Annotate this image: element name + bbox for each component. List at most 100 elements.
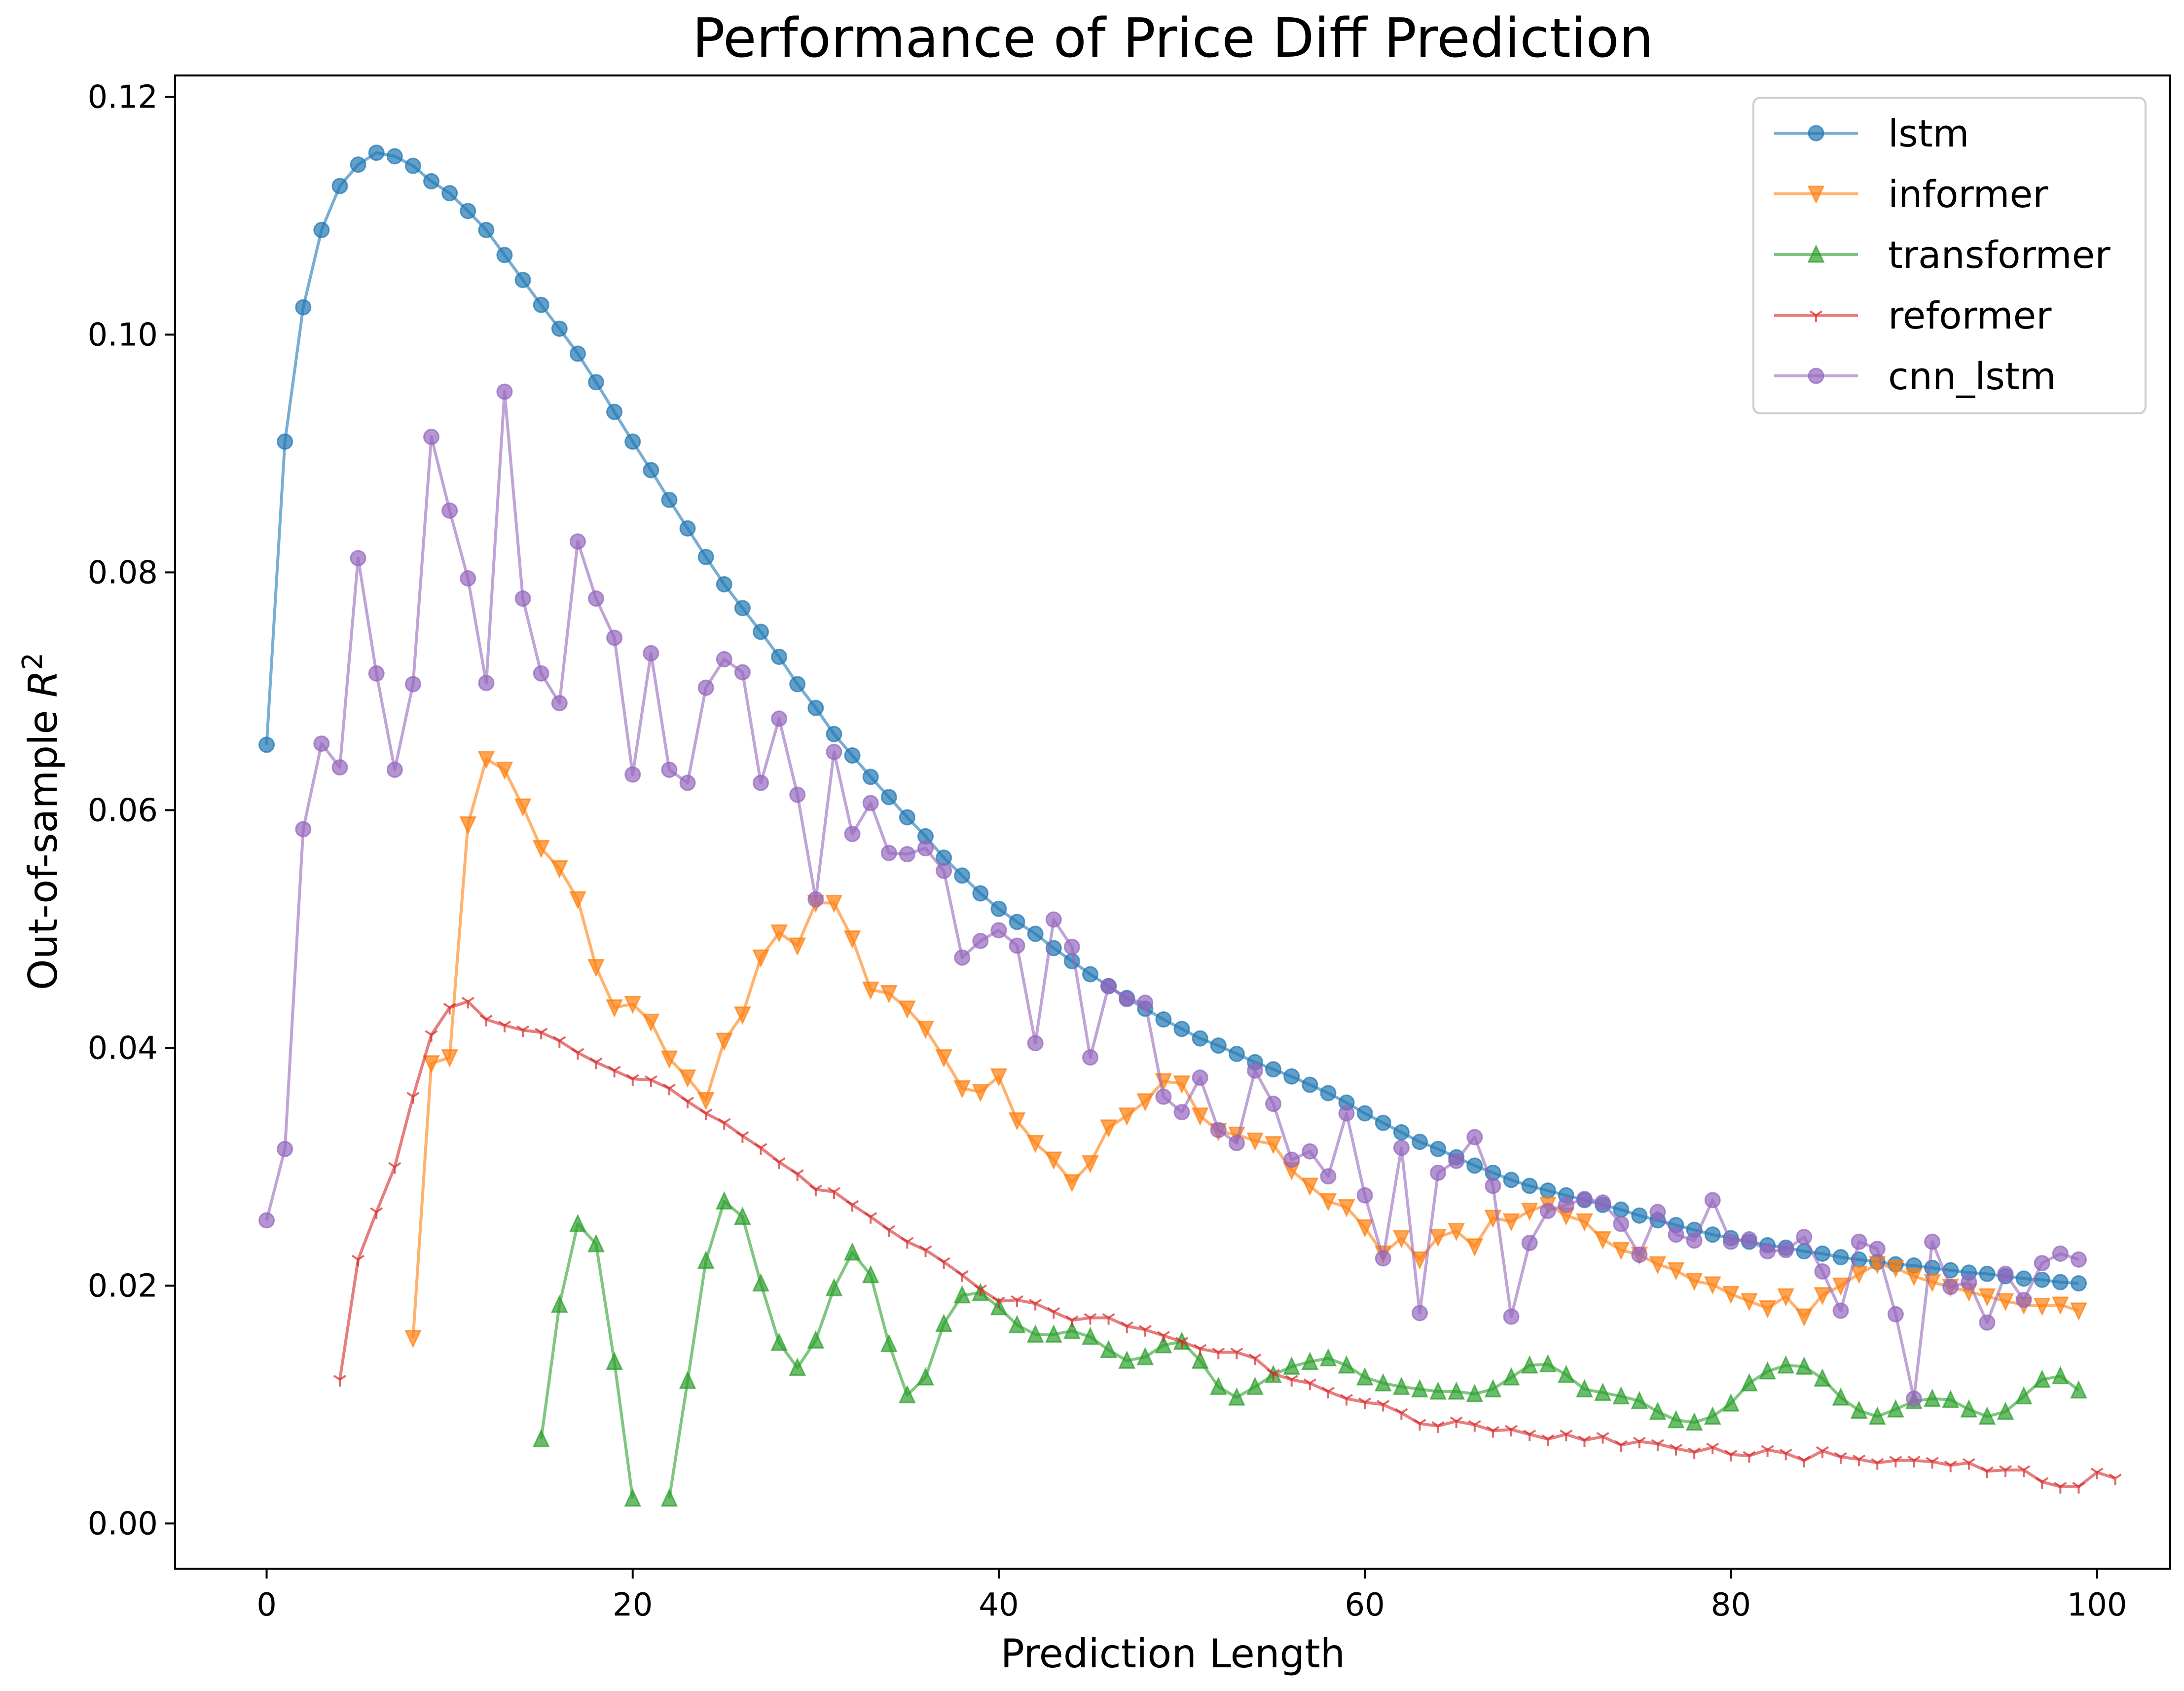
data-point-transformer bbox=[1997, 1401, 2014, 1420]
data-point-transformer bbox=[770, 1332, 788, 1351]
data-point-lstm bbox=[1613, 1201, 1630, 1218]
data-point-reformer bbox=[1889, 1456, 1902, 1468]
data-point-cnn_lstm bbox=[643, 645, 659, 662]
data-point-informer bbox=[752, 949, 769, 968]
data-point-transformer bbox=[1118, 1350, 1136, 1369]
data-point-transformer bbox=[1374, 1373, 1392, 1392]
data-point-reformer bbox=[479, 1014, 493, 1027]
data-point-cnn_lstm bbox=[1246, 1062, 1263, 1079]
data-point-lstm bbox=[771, 649, 788, 665]
data-point-cnn_lstm bbox=[569, 533, 586, 550]
data-point-lstm bbox=[1356, 1105, 1373, 1122]
legend-label: cnn_lstm bbox=[1888, 354, 2056, 398]
data-point-transformer bbox=[935, 1313, 952, 1332]
data-point-informer bbox=[2070, 1302, 2087, 1321]
data-point-reformer bbox=[955, 1270, 969, 1282]
data-point-reformer bbox=[736, 1131, 749, 1143]
data-point-cnn_lstm bbox=[295, 821, 312, 838]
data-point-lstm bbox=[753, 624, 769, 640]
data-point-transformer bbox=[1411, 1379, 1428, 1397]
data-point-informer bbox=[1082, 1155, 1099, 1174]
data-point-lstm bbox=[1430, 1140, 1447, 1157]
data-point-reformer bbox=[2109, 1473, 2122, 1485]
data-point-transformer bbox=[1393, 1376, 1410, 1395]
data-point-reformer bbox=[1285, 1375, 1298, 1387]
data-point-cnn_lstm bbox=[1100, 978, 1117, 994]
data-point-transformer bbox=[1338, 1355, 1355, 1374]
data-point-transformer bbox=[1283, 1356, 1301, 1375]
data-point-cnn_lstm bbox=[1832, 1302, 1849, 1319]
data-point-reformer bbox=[461, 996, 474, 1009]
data-point-lstm bbox=[2070, 1275, 2087, 1292]
data-point-reformer bbox=[1450, 1416, 1463, 1429]
data-point-cnn_lstm bbox=[313, 735, 330, 752]
data-point-informer bbox=[2033, 1297, 2051, 1316]
data-point-lstm bbox=[624, 433, 641, 450]
data-point-lstm bbox=[588, 374, 605, 391]
data-point-lstm bbox=[1228, 1045, 1245, 1062]
data-point-cnn_lstm bbox=[1466, 1129, 1483, 1145]
data-point-informer bbox=[1667, 1262, 1685, 1281]
data-point-cnn_lstm bbox=[1741, 1231, 1757, 1248]
data-point-transformer bbox=[1576, 1379, 1593, 1397]
data-point-reformer bbox=[370, 1207, 383, 1219]
data-point-reformer bbox=[571, 1048, 584, 1060]
data-point-cnn_lstm bbox=[1961, 1274, 1977, 1290]
data-point-reformer bbox=[937, 1257, 950, 1269]
data-point-reformer bbox=[388, 1162, 401, 1174]
data-point-transformer bbox=[1942, 1390, 1960, 1408]
data-point-lstm bbox=[460, 203, 476, 220]
data-point-cnn_lstm bbox=[972, 933, 989, 950]
data-point-lstm bbox=[423, 173, 440, 189]
data-point-lstm bbox=[1173, 1021, 1190, 1037]
data-point-reformer bbox=[1267, 1369, 1280, 1381]
data-point-transformer bbox=[1429, 1381, 1447, 1400]
data-point-reformer bbox=[1413, 1419, 1426, 1431]
data-point-cnn_lstm bbox=[789, 786, 806, 803]
data-point-informer bbox=[496, 761, 513, 780]
data-point-cnn_lstm bbox=[771, 710, 788, 727]
data-point-transformer bbox=[862, 1265, 879, 1284]
data-point-informer bbox=[1887, 1259, 1904, 1278]
data-point-lstm bbox=[661, 491, 678, 508]
data-point-transformer bbox=[2070, 1380, 2087, 1398]
data-point-cnn_lstm bbox=[844, 826, 861, 843]
data-point-reformer bbox=[1248, 1353, 1262, 1365]
data-point-transformer bbox=[1795, 1356, 1813, 1375]
data-point-informer bbox=[459, 816, 477, 835]
data-point-transformer bbox=[1558, 1364, 1575, 1383]
data-point-informer bbox=[1850, 1265, 1868, 1284]
data-point-lstm bbox=[1027, 925, 1044, 942]
data-point-cnn_lstm bbox=[350, 550, 366, 566]
data-point-lstm bbox=[1979, 1265, 1996, 1282]
data-point-cnn_lstm bbox=[2070, 1251, 2087, 1268]
data-point-informer bbox=[587, 959, 605, 978]
data-point-reformer bbox=[333, 1375, 347, 1387]
data-point-cnn_lstm bbox=[954, 949, 971, 966]
data-point-informer bbox=[1521, 1203, 1538, 1221]
x-tick-label: 80 bbox=[1711, 1587, 1751, 1623]
data-point-cnn_lstm bbox=[386, 761, 403, 778]
data-point-reformer bbox=[1175, 1337, 1189, 1349]
data-point-lstm bbox=[880, 789, 897, 806]
data-point-transformer bbox=[1301, 1352, 1319, 1370]
data-point-transformer bbox=[917, 1367, 934, 1386]
x-tick-label: 20 bbox=[613, 1587, 653, 1623]
data-point-reformer bbox=[2017, 1465, 2031, 1477]
data-point-lstm bbox=[1924, 1259, 1941, 1276]
data-point-cnn_lstm bbox=[1796, 1229, 1813, 1246]
data-point-informer bbox=[1356, 1219, 1374, 1238]
data-point-reformer bbox=[1102, 1313, 1115, 1325]
data-point-informer bbox=[569, 891, 586, 910]
data-point-cnn_lstm bbox=[807, 891, 824, 908]
series-line-lstm bbox=[265, 151, 2079, 1285]
data-point-cnn_lstm bbox=[899, 846, 915, 863]
data-point-transformer bbox=[624, 1488, 642, 1507]
data-point-transformer bbox=[807, 1330, 825, 1349]
data-point-reformer bbox=[1669, 1443, 1683, 1456]
data-point-informer bbox=[1777, 1288, 1795, 1307]
data-point-informer bbox=[1136, 1093, 1154, 1112]
data-point-lstm bbox=[258, 736, 275, 753]
data-point-transformer bbox=[1832, 1387, 1850, 1406]
